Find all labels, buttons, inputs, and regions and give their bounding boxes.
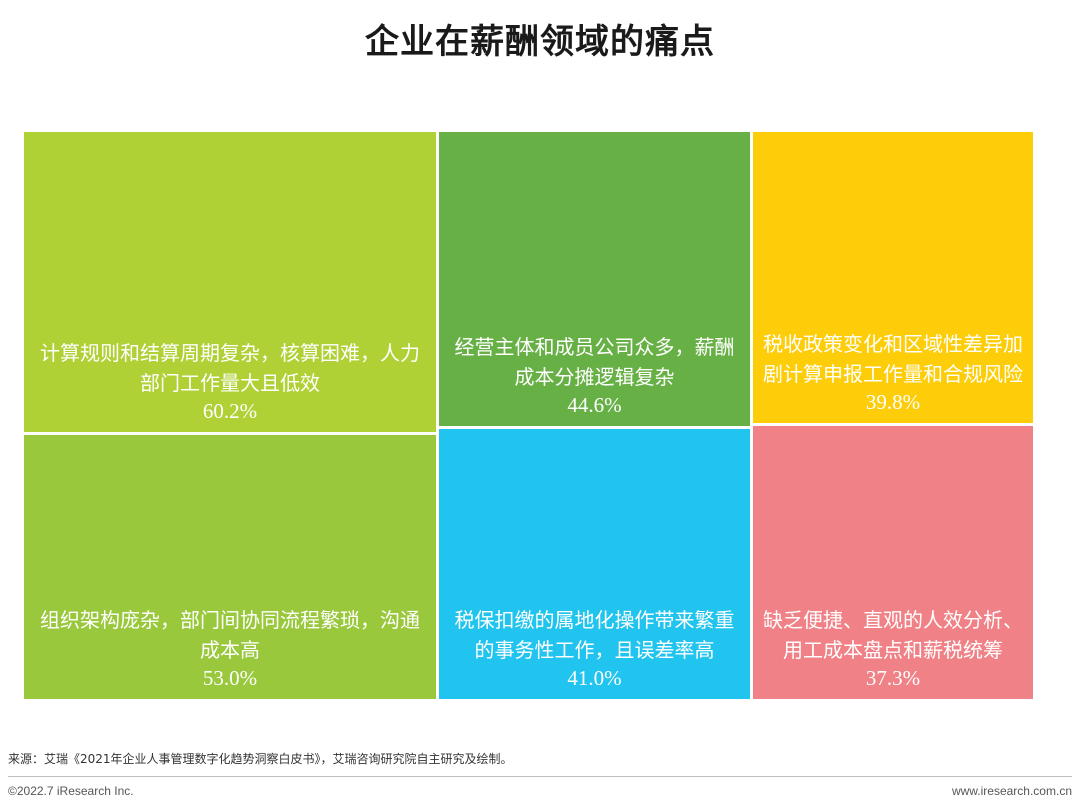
treemap-cell: 组织架构庞杂，部门间协同流程繁琐，沟通成本高 53.0% [24,435,436,699]
cell-label: 组织架构庞杂，部门间协同流程繁琐，沟通成本高 [40,608,420,662]
treemap-cell: 税保扣缴的属地化操作带来繁重的事务性工作，且误差率高 41.0% [439,429,750,699]
copyright: ©2022.7 iResearch Inc. [8,784,134,798]
treemap-cell: 经营主体和成员公司众多，薪酬成本分摊逻辑复杂 44.6% [439,132,750,426]
cell-label: 计算规则和结算周期复杂，核算困难，人力部门工作量大且低效 [40,341,420,395]
footer-divider [8,776,1072,777]
cell-value: 37.3% [865,666,921,690]
cell-label: 税收政策变化和区域性差异加剧计算申报工作量和合规风险 [763,332,1023,386]
treemap-cell: 计算规则和结算周期复杂，核算困难，人力部门工作量大且低效 60.2% [24,132,436,432]
cell-label: 税保扣缴的属地化操作带来繁重的事务性工作，且误差率高 [454,608,735,662]
cell-value: 53.0% [202,666,258,690]
cell-value: 39.8% [865,390,921,414]
cell-value: 41.0% [567,666,622,690]
treemap-cell: 税收政策变化和区域性差异加剧计算申报工作量和合规风险 39.8% [753,132,1033,423]
cell-label: 经营主体和成员公司众多，薪酬成本分摊逻辑复杂 [454,335,735,389]
source-note: 来源：艾瑞《2021年企业人事管理数字化趋势洞察白皮书》，艾瑞咨询研究院自主研究… [8,752,513,766]
treemap-cell: 缺乏便捷、直观的人效分析、用工成本盘点和薪税统筹 37.3% [753,426,1033,699]
cell-value: 44.6% [567,393,622,417]
cell-label: 缺乏便捷、直观的人效分析、用工成本盘点和薪税统筹 [763,608,1023,662]
cell-value: 60.2% [202,399,258,423]
website: www.iresearch.com.cn [951,784,1072,798]
chart-title: 企业在薪酬领域的痛点 [365,22,715,62]
